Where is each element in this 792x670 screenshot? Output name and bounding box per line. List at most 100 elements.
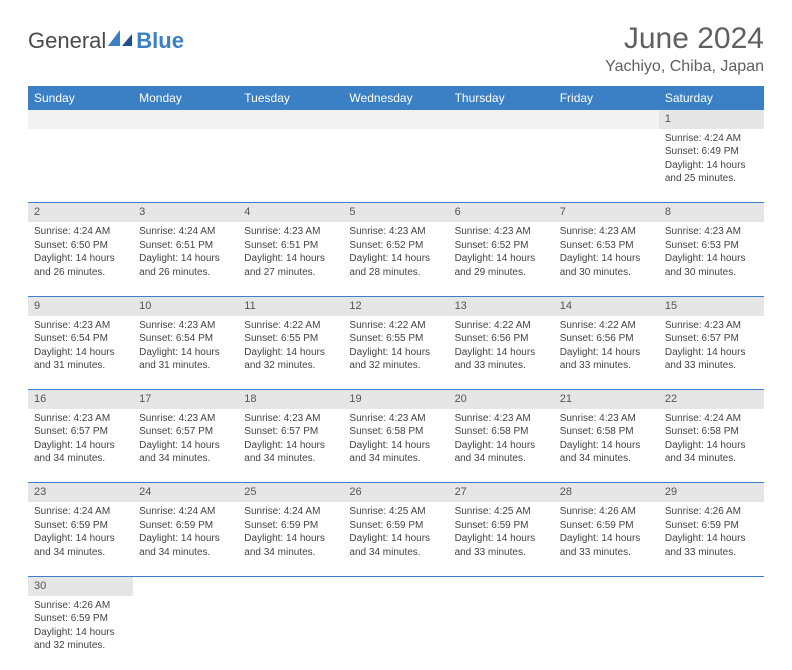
daynum-row: 23242526272829 [28,483,764,502]
day-cell [449,129,554,203]
day-content: Sunrise: 4:24 AMSunset: 6:50 PMDaylight:… [34,225,127,279]
day-number: 20 [449,390,554,409]
day-cell [449,596,554,670]
day-content: Sunrise: 4:24 AMSunset: 6:51 PMDaylight:… [139,225,232,279]
logo-text-blue: Blue [136,28,184,54]
day-cell: Sunrise: 4:25 AMSunset: 6:59 PMDaylight:… [449,502,554,576]
day-content: Sunrise: 4:23 AMSunset: 6:57 PMDaylight:… [34,412,127,466]
day-cell: Sunrise: 4:23 AMSunset: 6:52 PMDaylight:… [449,222,554,296]
day-content: Sunrise: 4:26 AMSunset: 6:59 PMDaylight:… [560,505,653,559]
day-cell: Sunrise: 4:23 AMSunset: 6:58 PMDaylight:… [343,409,448,483]
day-cell: Sunrise: 4:23 AMSunset: 6:52 PMDaylight:… [343,222,448,296]
day-cell [133,596,238,670]
week-row: Sunrise: 4:24 AMSunset: 6:50 PMDaylight:… [28,222,764,296]
day-cell: Sunrise: 4:24 AMSunset: 6:51 PMDaylight:… [133,222,238,296]
day-content: Sunrise: 4:24 AMSunset: 6:59 PMDaylight:… [139,505,232,559]
day-number: 14 [554,296,659,315]
day-cell [28,129,133,203]
daynum-row: 2345678 [28,203,764,222]
day-content: Sunrise: 4:23 AMSunset: 6:58 PMDaylight:… [560,412,653,466]
day-content: Sunrise: 4:22 AMSunset: 6:55 PMDaylight:… [349,319,442,373]
day-number: 26 [343,483,448,502]
day-number [554,110,659,129]
day-number: 9 [28,296,133,315]
day-number: 21 [554,390,659,409]
day-content: Sunrise: 4:23 AMSunset: 6:57 PMDaylight:… [139,412,232,466]
day-content: Sunrise: 4:25 AMSunset: 6:59 PMDaylight:… [349,505,442,559]
day-number: 1 [659,110,764,129]
day-cell: Sunrise: 4:23 AMSunset: 6:53 PMDaylight:… [659,222,764,296]
day-number: 3 [133,203,238,222]
day-number: 24 [133,483,238,502]
day-cell: Sunrise: 4:24 AMSunset: 6:50 PMDaylight:… [28,222,133,296]
day-number: 29 [659,483,764,502]
day-cell: Sunrise: 4:24 AMSunset: 6:59 PMDaylight:… [238,502,343,576]
week-row: Sunrise: 4:24 AMSunset: 6:59 PMDaylight:… [28,502,764,576]
day-content: Sunrise: 4:23 AMSunset: 6:52 PMDaylight:… [349,225,442,279]
day-number [449,110,554,129]
day-number: 27 [449,483,554,502]
day-header: Thursday [449,86,554,110]
week-row: Sunrise: 4:24 AMSunset: 6:49 PMDaylight:… [28,129,764,203]
day-cell: Sunrise: 4:22 AMSunset: 6:55 PMDaylight:… [343,316,448,390]
logo-sail-icon [108,28,134,54]
day-number: 5 [343,203,448,222]
day-number [28,110,133,129]
day-cell [133,129,238,203]
day-header: Sunday [28,86,133,110]
day-cell: Sunrise: 4:22 AMSunset: 6:55 PMDaylight:… [238,316,343,390]
day-number: 13 [449,296,554,315]
day-content: Sunrise: 4:23 AMSunset: 6:57 PMDaylight:… [665,319,758,373]
day-cell: Sunrise: 4:22 AMSunset: 6:56 PMDaylight:… [554,316,659,390]
day-number: 19 [343,390,448,409]
day-content: Sunrise: 4:23 AMSunset: 6:54 PMDaylight:… [34,319,127,373]
day-cell [238,129,343,203]
day-number [554,576,659,595]
daynum-row: 1 [28,110,764,129]
day-content: Sunrise: 4:23 AMSunset: 6:57 PMDaylight:… [244,412,337,466]
day-content: Sunrise: 4:23 AMSunset: 6:52 PMDaylight:… [455,225,548,279]
day-number: 10 [133,296,238,315]
day-cell [554,596,659,670]
day-cell: Sunrise: 4:23 AMSunset: 6:53 PMDaylight:… [554,222,659,296]
day-cell: Sunrise: 4:25 AMSunset: 6:59 PMDaylight:… [343,502,448,576]
week-row: Sunrise: 4:23 AMSunset: 6:54 PMDaylight:… [28,316,764,390]
day-header: Tuesday [238,86,343,110]
logo: General Blue [28,22,184,54]
day-header: Wednesday [343,86,448,110]
day-number: 23 [28,483,133,502]
daynum-row: 16171819202122 [28,390,764,409]
day-header: Friday [554,86,659,110]
day-cell: Sunrise: 4:23 AMSunset: 6:57 PMDaylight:… [659,316,764,390]
day-number: 8 [659,203,764,222]
day-number: 18 [238,390,343,409]
day-number: 6 [449,203,554,222]
day-cell: Sunrise: 4:26 AMSunset: 6:59 PMDaylight:… [28,596,133,670]
day-number [449,576,554,595]
day-number [659,576,764,595]
day-header-row: SundayMondayTuesdayWednesdayThursdayFrid… [28,86,764,110]
day-number [343,110,448,129]
day-number: 22 [659,390,764,409]
day-number: 12 [343,296,448,315]
day-number: 2 [28,203,133,222]
day-cell: Sunrise: 4:23 AMSunset: 6:57 PMDaylight:… [28,409,133,483]
day-number: 25 [238,483,343,502]
day-cell: Sunrise: 4:24 AMSunset: 6:58 PMDaylight:… [659,409,764,483]
day-number [133,110,238,129]
day-cell [343,596,448,670]
day-content: Sunrise: 4:24 AMSunset: 6:58 PMDaylight:… [665,412,758,466]
day-cell: Sunrise: 4:26 AMSunset: 6:59 PMDaylight:… [659,502,764,576]
day-cell [343,129,448,203]
day-number [238,110,343,129]
day-number: 30 [28,576,133,595]
day-content: Sunrise: 4:23 AMSunset: 6:58 PMDaylight:… [455,412,548,466]
day-number: 15 [659,296,764,315]
day-number [343,576,448,595]
day-content: Sunrise: 4:23 AMSunset: 6:54 PMDaylight:… [139,319,232,373]
day-cell: Sunrise: 4:23 AMSunset: 6:58 PMDaylight:… [554,409,659,483]
day-number: 7 [554,203,659,222]
day-cell: Sunrise: 4:24 AMSunset: 6:59 PMDaylight:… [28,502,133,576]
day-cell: Sunrise: 4:22 AMSunset: 6:56 PMDaylight:… [449,316,554,390]
day-cell: Sunrise: 4:23 AMSunset: 6:51 PMDaylight:… [238,222,343,296]
